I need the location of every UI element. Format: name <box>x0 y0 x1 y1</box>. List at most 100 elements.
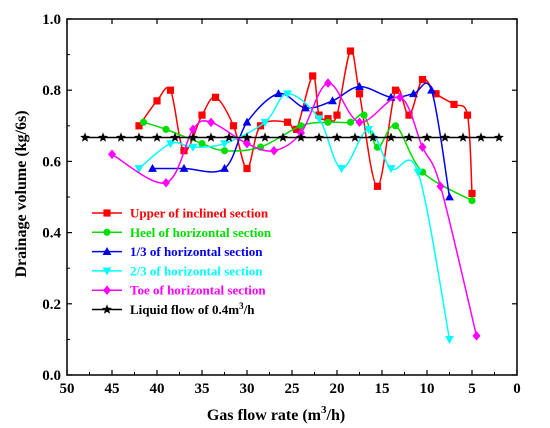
data-point <box>108 149 116 160</box>
legend-item: Toe of horizontal section <box>92 283 266 298</box>
legend-label: Toe of horizontal section <box>130 283 266 298</box>
data-point <box>337 165 346 174</box>
data-point <box>360 111 368 119</box>
legend-item: Liquid flow of 0.4m3/h <box>92 301 255 317</box>
x-axis-title-sup: 3 <box>321 404 327 416</box>
data-point <box>198 111 206 119</box>
x-tick-label: 20 <box>330 381 345 397</box>
x-tick-label: 50 <box>60 381 75 397</box>
series-6 <box>80 132 504 142</box>
x-tick-label: 5 <box>468 381 476 397</box>
data-point <box>494 132 504 142</box>
series-2 <box>139 111 476 205</box>
data-point <box>355 82 364 91</box>
data-point <box>314 132 324 142</box>
data-point <box>139 118 148 126</box>
y-tick-label: 0.4 <box>42 226 61 242</box>
data-point <box>468 189 476 198</box>
legend-label: Liquid flow of 0.4m3/h <box>130 301 255 317</box>
data-point <box>206 132 216 142</box>
data-point <box>292 125 301 133</box>
y-tick-label: 0.0 <box>42 368 61 384</box>
data-point <box>270 145 278 156</box>
data-point <box>283 90 292 99</box>
data-point <box>152 132 162 142</box>
data-point <box>166 86 175 94</box>
series-3 <box>148 82 454 201</box>
data-point <box>391 86 400 94</box>
legend-label: Upper of inclined section <box>130 206 269 221</box>
data-point <box>386 132 396 142</box>
data-point <box>211 93 220 101</box>
data-point <box>332 132 342 142</box>
data-point <box>148 163 157 172</box>
data-point <box>404 132 414 142</box>
data-point <box>260 118 270 127</box>
y-tick-label: 0.8 <box>42 83 61 99</box>
legend: Upper of inclined section Heel of horizon… <box>92 206 272 317</box>
legend-swatch-marker <box>102 267 112 276</box>
data-point <box>445 336 454 344</box>
data-point <box>153 97 161 105</box>
data-point <box>242 132 252 142</box>
x-tick-label: 45 <box>105 381 120 397</box>
series-layer <box>80 47 504 344</box>
legend-label: Heel of horizontal section <box>130 225 272 240</box>
data-point <box>396 92 404 103</box>
data-point <box>166 140 175 149</box>
data-point <box>188 143 198 152</box>
data-point <box>391 122 400 130</box>
x-tick-label: 40 <box>150 381 165 397</box>
x-tick-label: 10 <box>420 381 435 397</box>
data-point <box>242 117 252 126</box>
data-point <box>198 140 206 148</box>
data-point <box>432 90 440 98</box>
data-point <box>368 132 378 142</box>
data-point <box>436 181 445 192</box>
x-tick-label: 15 <box>375 381 390 397</box>
data-point <box>450 100 458 109</box>
data-point <box>463 111 472 119</box>
data-point <box>301 103 310 112</box>
data-point <box>243 138 251 149</box>
data-point <box>346 118 355 126</box>
legend-swatch-marker <box>103 285 111 295</box>
data-point <box>220 147 229 155</box>
data-point <box>224 132 234 142</box>
data-point <box>220 163 229 172</box>
data-point <box>355 117 364 128</box>
data-point <box>472 331 481 341</box>
data-point <box>373 182 382 190</box>
data-point <box>418 142 427 152</box>
y-axis-title: Drainage volume (kg/6s) <box>13 110 30 277</box>
data-point <box>274 89 283 98</box>
data-point <box>80 132 90 142</box>
legend-swatch-marker <box>103 209 111 217</box>
data-point <box>386 165 396 174</box>
data-point <box>229 122 238 130</box>
legend-swatch-marker <box>102 304 112 314</box>
data-point <box>188 132 198 142</box>
x-tick-label: 25 <box>285 381 300 397</box>
data-point <box>355 90 364 98</box>
data-point <box>333 111 341 119</box>
data-point <box>315 111 323 119</box>
series-5 <box>108 78 481 341</box>
ticks-layer: 50 45 40 35 30 25 20 15 10 5 00.00.20.40.60.81.0 <box>42 12 521 397</box>
x-axis-title-tail: /h) <box>326 407 346 424</box>
data-point <box>283 118 292 126</box>
data-point <box>179 163 189 172</box>
legend-label: 1/3 of horizontal section <box>130 244 263 259</box>
data-point <box>458 132 468 142</box>
legend-item: 2/3 of horizontal section <box>92 263 263 278</box>
data-point <box>350 132 360 142</box>
data-point <box>364 125 373 134</box>
data-point <box>422 132 432 142</box>
data-point <box>314 115 324 124</box>
data-point <box>243 164 251 173</box>
data-point <box>220 140 229 149</box>
legend-item: Upper of inclined section <box>92 206 269 221</box>
data-point <box>346 47 355 55</box>
data-point <box>405 111 413 119</box>
